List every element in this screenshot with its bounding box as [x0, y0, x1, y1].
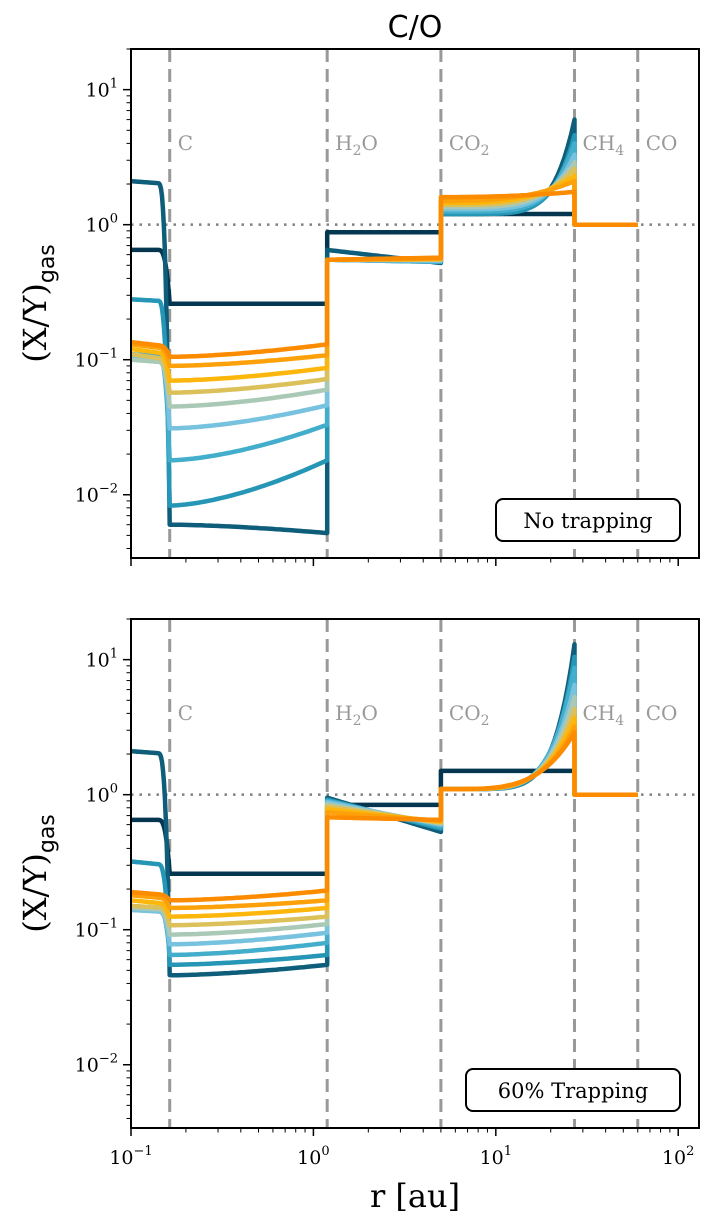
series-group [131, 117, 639, 536]
snowline-label-CO2: CO2 [449, 131, 490, 159]
panel-label: 60% Trapping [498, 1079, 649, 1103]
y-axis-label: (X/Y)gas [16, 814, 60, 933]
y-tick-label: 10−1 [75, 347, 118, 372]
y-tick-label: 101 [86, 77, 118, 102]
snowline-label-CH4: CH4 [582, 131, 624, 159]
series-line-s8 [131, 178, 639, 369]
axes-frame [130, 48, 700, 559]
series-line-s9 [131, 729, 639, 903]
snowline-label-C: C [178, 701, 193, 725]
x-tick-label: 101 [480, 1144, 512, 1169]
series-line-s7 [131, 173, 639, 383]
snowline-label-C: C [178, 131, 193, 155]
series-line-s2 [131, 654, 639, 968]
x-tick-label: 100 [297, 1144, 329, 1169]
x-tick-label: 10−1 [109, 1144, 152, 1169]
snowline-label-CH4: CH4 [582, 701, 624, 729]
panel-label: No trapping [523, 509, 652, 533]
x-axis-label: r [au] [370, 1177, 460, 1215]
chart-title: C/O [388, 10, 443, 45]
series-line-s9 [131, 189, 639, 360]
y-tick-label: 101 [86, 647, 118, 672]
snowline-label-H2O: H2O [335, 131, 378, 159]
series-line-s6 [131, 166, 639, 395]
series-group [131, 642, 639, 978]
snowline-label-CO2: CO2 [449, 701, 490, 729]
y-tick-label: 100 [86, 212, 118, 237]
snowline-label-CO: CO [646, 131, 678, 155]
panel-label-box [495, 498, 681, 542]
y-axis-label: (X/Y)gas [16, 244, 60, 363]
panel-no-trapping: C H2O CO2 CH4 CO 10−2 10−1 100 101 (X/Y)gas No tra… [16, 48, 700, 566]
snowline-label-CO: CO [646, 701, 678, 725]
axes-frame [130, 618, 700, 1129]
series-line-s0 [131, 768, 639, 876]
panel-60-trapping: C H2O CO2 CH4 CO 10−2 10−1 100 101 10−1 100 101 102 (… [16, 618, 700, 1169]
y-tick-label: 10−2 [75, 1052, 118, 1077]
snowline-label-H2O: H2O [335, 701, 378, 729]
panel-label-box [465, 1068, 681, 1112]
series-line-s5 [131, 159, 639, 409]
y-tick-label: 10−2 [75, 482, 118, 507]
y-tick-label: 100 [86, 782, 118, 807]
y-tick-label: 10−1 [75, 917, 118, 942]
x-tick-label: 102 [662, 1144, 694, 1169]
series-line-s4 [131, 152, 639, 431]
